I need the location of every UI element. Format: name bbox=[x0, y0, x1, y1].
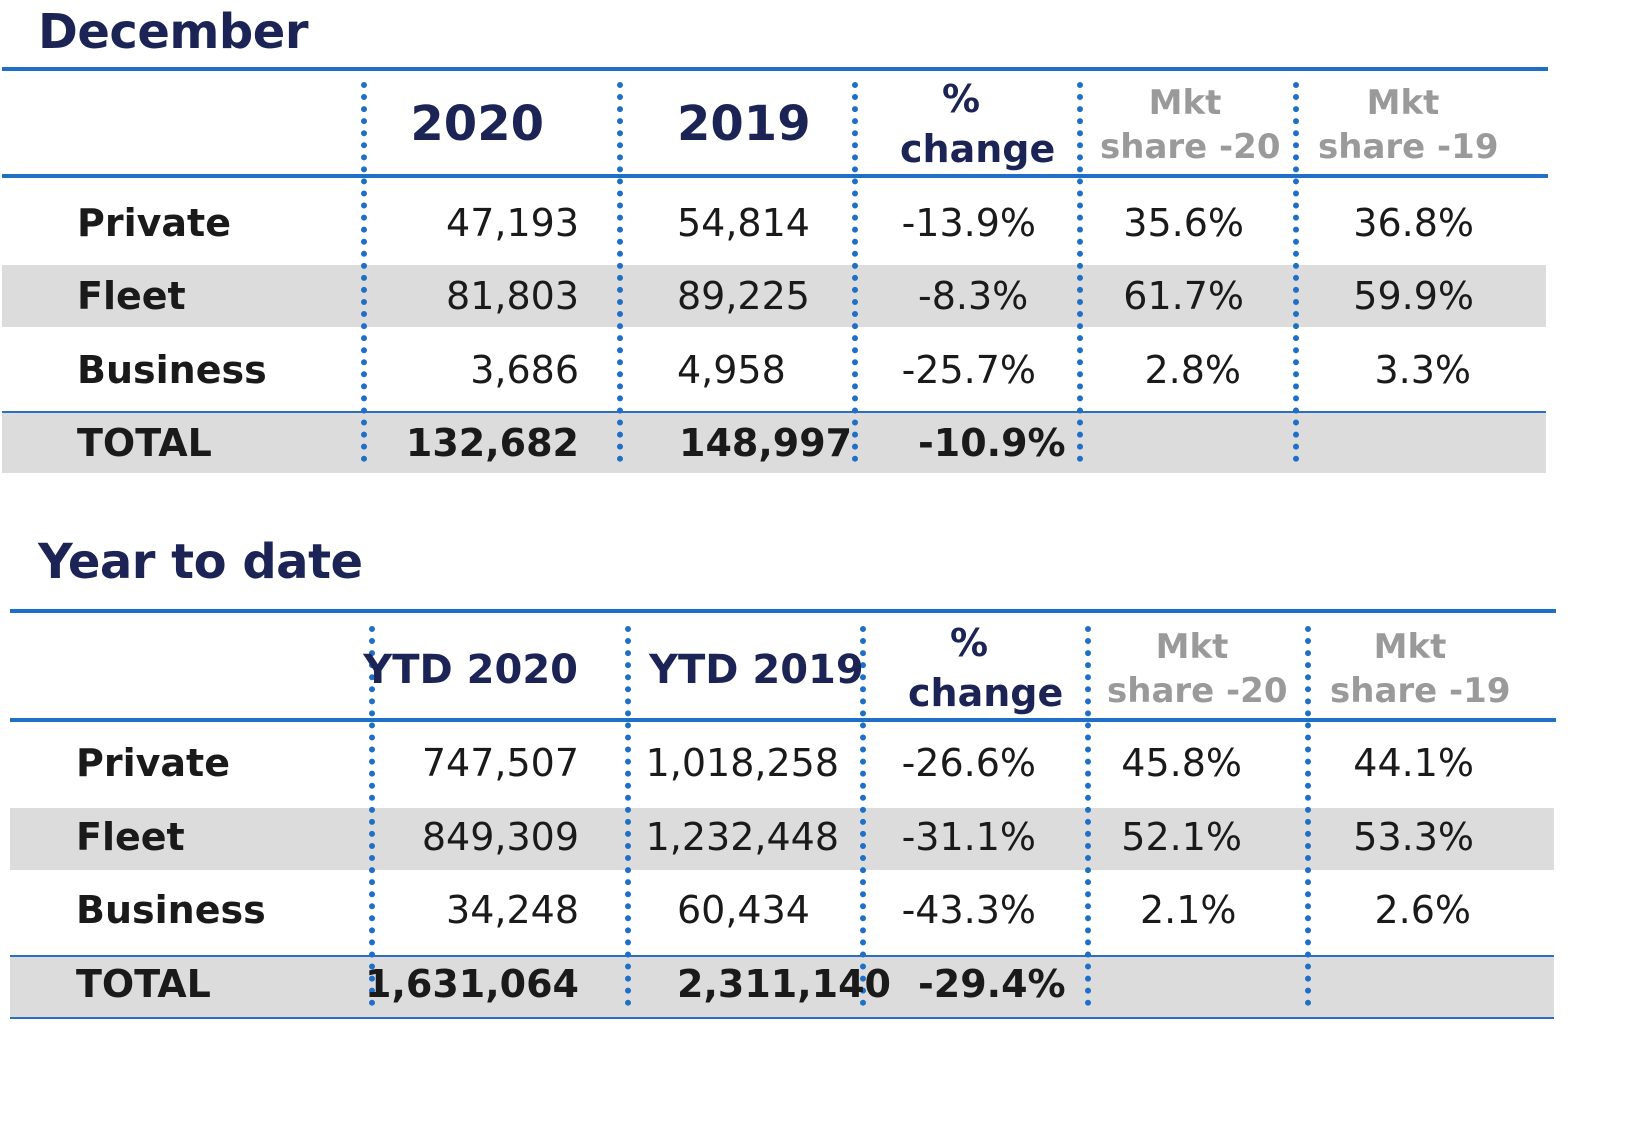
row-band-fleet bbox=[10, 808, 1554, 870]
value-2020: 47,193 bbox=[446, 201, 579, 245]
row-label-fleet: Fleet bbox=[77, 274, 186, 318]
value-mkt-share-20: 2.1% bbox=[1140, 888, 1237, 932]
row-label-business: Business bbox=[77, 348, 267, 392]
header-mkt-19: Mkt bbox=[1373, 627, 1447, 667]
value-pct-change: -8.3% bbox=[918, 274, 1029, 318]
header-share-20: share -20 bbox=[1107, 671, 1288, 711]
value-2019: 4,958 bbox=[677, 348, 786, 392]
value-2020: 3,686 bbox=[470, 348, 579, 392]
column-divider bbox=[369, 626, 375, 1006]
value-mkt-share-20: 45.8% bbox=[1121, 741, 1242, 785]
header-share-19: share -19 bbox=[1318, 127, 1499, 167]
header-2020: 2020 bbox=[410, 96, 544, 152]
column-divider bbox=[1085, 626, 1091, 1006]
value-2019: 89,225 bbox=[677, 274, 810, 318]
total-ytd-2020: 1,631,064 bbox=[365, 962, 579, 1006]
row-label-business: Business bbox=[76, 888, 266, 932]
column-divider bbox=[1077, 82, 1083, 462]
value-ytd-2019: 1,018,258 bbox=[645, 741, 839, 785]
column-divider bbox=[852, 82, 858, 462]
column-divider bbox=[625, 626, 631, 1006]
column-divider bbox=[1293, 82, 1299, 462]
value-ytd-2020: 747,507 bbox=[421, 741, 579, 785]
value-ytd-2019: 60,434 bbox=[677, 888, 810, 932]
header-pct: % bbox=[949, 621, 989, 665]
value-ytd-2020: 849,309 bbox=[421, 815, 579, 859]
value-mkt-share-19: 53.3% bbox=[1353, 815, 1474, 859]
value-mkt-share-19: 36.8% bbox=[1353, 201, 1474, 245]
row-band-total bbox=[2, 413, 1546, 473]
row-label-total: TOTAL bbox=[76, 962, 211, 1006]
value-mkt-share-20: 52.1% bbox=[1121, 815, 1242, 859]
header-top-rule bbox=[10, 609, 1556, 613]
row-label-total: TOTAL bbox=[77, 421, 212, 465]
header-pct: % bbox=[941, 77, 981, 121]
value-mkt-share-19: 2.6% bbox=[1374, 888, 1471, 932]
header-mkt-20: Mkt bbox=[1148, 83, 1222, 123]
value-pct-change: -31.1% bbox=[901, 815, 1036, 859]
total-top-rule bbox=[10, 955, 1554, 957]
total-ytd-2019: 2,311,140 bbox=[677, 962, 891, 1006]
december-section: December 2020 2019 % change Mkt share -2… bbox=[0, 0, 1634, 500]
header-top-rule bbox=[2, 67, 1548, 71]
header-bottom-rule bbox=[10, 718, 1556, 722]
header-ytd-2020: YTD 2020 bbox=[363, 647, 578, 693]
value-mkt-share-20: 61.7% bbox=[1123, 274, 1244, 318]
value-2019: 54,814 bbox=[677, 201, 810, 245]
value-pct-change: -13.9% bbox=[901, 201, 1036, 245]
row-band-fleet bbox=[2, 265, 1546, 327]
section-title: December bbox=[38, 4, 309, 60]
total-pct-change: -10.9% bbox=[918, 421, 1066, 465]
value-mkt-share-19: 59.9% bbox=[1353, 274, 1474, 318]
column-divider bbox=[361, 82, 367, 462]
total-2019: 148,997 bbox=[679, 421, 853, 465]
value-pct-change: -43.3% bbox=[901, 888, 1036, 932]
header-ytd-2019: YTD 2019 bbox=[649, 647, 864, 693]
value-2020: 81,803 bbox=[446, 274, 579, 318]
row-label-private: Private bbox=[77, 201, 231, 245]
header-mkt-19: Mkt bbox=[1366, 83, 1440, 123]
total-top-rule bbox=[2, 411, 1546, 413]
column-divider bbox=[860, 626, 866, 1006]
header-share-19: share -19 bbox=[1330, 671, 1511, 711]
value-pct-change: -25.7% bbox=[901, 348, 1036, 392]
row-label-fleet: Fleet bbox=[76, 815, 185, 859]
header-bottom-rule bbox=[2, 174, 1548, 178]
value-ytd-2019: 1,232,448 bbox=[645, 815, 839, 859]
header-change: change bbox=[900, 127, 1056, 171]
total-pct-change: -29.4% bbox=[918, 962, 1066, 1006]
value-mkt-share-20: 2.8% bbox=[1144, 348, 1241, 392]
row-label-private: Private bbox=[76, 741, 230, 785]
value-mkt-share-20: 35.6% bbox=[1123, 201, 1244, 245]
row-band-total bbox=[10, 957, 1554, 1017]
value-mkt-share-19: 3.3% bbox=[1374, 348, 1471, 392]
value-mkt-share-19: 44.1% bbox=[1353, 741, 1474, 785]
column-divider bbox=[1305, 626, 1311, 1006]
header-change: change bbox=[908, 671, 1064, 715]
header-share-20: share -20 bbox=[1100, 127, 1281, 167]
section-title: Year to date bbox=[38, 534, 363, 590]
total-2020: 132,682 bbox=[405, 421, 579, 465]
ytd-section: Year to date YTD 2020 YTD 2019 % change … bbox=[0, 530, 1634, 1050]
column-divider bbox=[617, 82, 623, 462]
total-bottom-rule bbox=[10, 1017, 1554, 1019]
value-ytd-2020: 34,248 bbox=[446, 888, 579, 932]
header-2019: 2019 bbox=[677, 96, 811, 152]
value-pct-change: -26.6% bbox=[901, 741, 1036, 785]
header-mkt-20: Mkt bbox=[1155, 627, 1229, 667]
